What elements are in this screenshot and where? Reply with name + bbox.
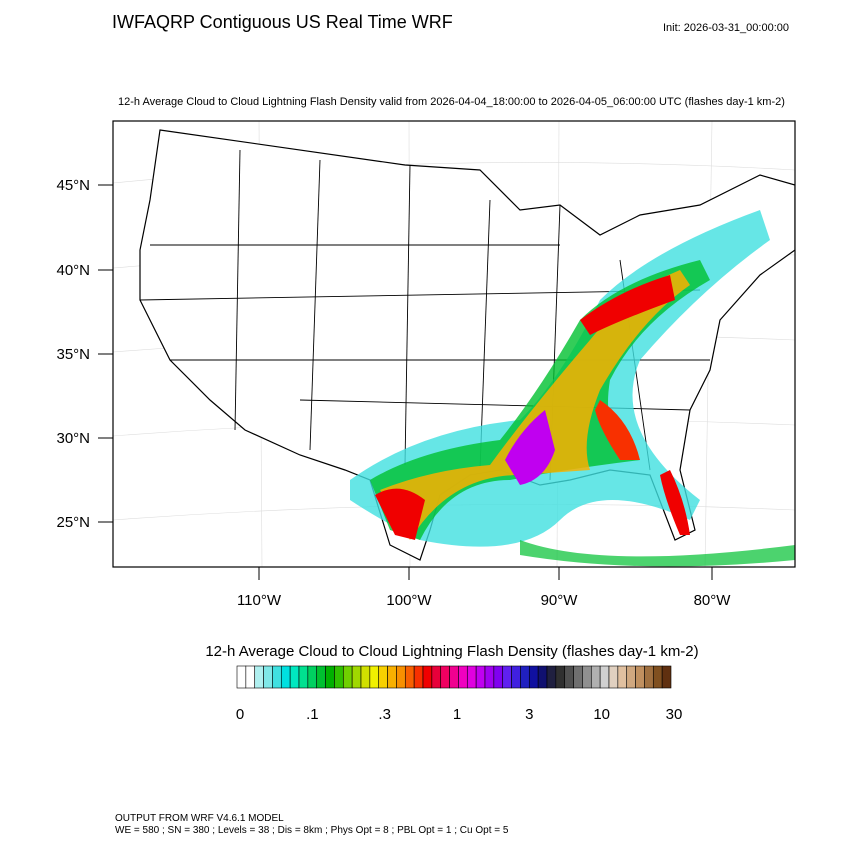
colorbar-box bbox=[520, 665, 530, 689]
colorbar-box bbox=[307, 665, 318, 689]
colorbar-box bbox=[608, 665, 619, 689]
title: IWFAQRP Contiguous US Real Time WRF bbox=[112, 12, 453, 32]
colorbar-box bbox=[511, 665, 521, 689]
colorbar-box bbox=[449, 665, 459, 689]
colorbar-box bbox=[413, 665, 424, 689]
lon-label: 80°W bbox=[694, 592, 732, 609]
colorbar-box bbox=[475, 665, 486, 689]
lat-label: 45°N bbox=[56, 177, 90, 194]
lat-label: 25°N bbox=[56, 514, 90, 531]
colorbar-box bbox=[272, 665, 282, 689]
colorbar-box bbox=[546, 665, 557, 689]
colorbar-box bbox=[422, 665, 433, 689]
colorbar-label: 1 bbox=[453, 706, 461, 723]
colorbar-box bbox=[236, 665, 247, 689]
colorbar-box bbox=[325, 665, 335, 689]
colorbar-box bbox=[617, 665, 628, 689]
lon-label: 90°W bbox=[541, 592, 579, 609]
lat-label: 40°N bbox=[56, 262, 90, 279]
colorbar-box bbox=[661, 665, 672, 689]
colorbar-box bbox=[458, 665, 468, 689]
colorbar-box bbox=[404, 665, 415, 689]
colorbar-box bbox=[635, 665, 645, 689]
colorbar-box bbox=[369, 665, 380, 689]
colorbar-box bbox=[254, 665, 264, 689]
colorbar-box bbox=[599, 665, 610, 689]
colorbar-box bbox=[298, 665, 309, 689]
colorbar-box bbox=[431, 665, 442, 689]
lat-label: 35°N bbox=[56, 346, 90, 363]
colorbar-box bbox=[582, 665, 592, 689]
colorbar-box bbox=[263, 665, 273, 689]
footer-line: WE = 580 ; SN = 380 ; Levels = 38 ; Dis … bbox=[115, 825, 509, 836]
footer-line: OUTPUT FROM WRF V4.6.1 MODEL bbox=[115, 813, 284, 824]
colorbar-box bbox=[652, 665, 663, 689]
colorbar-box bbox=[626, 665, 636, 689]
colorbar-title: 12-h Average Cloud to Cloud Lightning Fl… bbox=[205, 643, 698, 660]
lon-label: 100°W bbox=[386, 592, 432, 609]
colorbar-box bbox=[396, 665, 406, 689]
colorbar-label: .3 bbox=[378, 706, 391, 723]
colorbar-box bbox=[502, 665, 512, 689]
colorbar-label: 10 bbox=[593, 706, 610, 723]
colorbar-box bbox=[573, 665, 583, 689]
colorbar-box bbox=[528, 665, 539, 689]
colorbar-box bbox=[378, 665, 388, 689]
colorbar-box bbox=[484, 665, 495, 689]
colorbar-box bbox=[466, 665, 477, 689]
colorbar-box bbox=[440, 665, 450, 689]
lat-label: 30°N bbox=[56, 430, 90, 447]
colorbar-label: 3 bbox=[525, 706, 533, 723]
colorbar-box bbox=[351, 665, 362, 689]
colorbar-label: 0 bbox=[236, 706, 244, 723]
colorbar-box bbox=[316, 665, 326, 689]
init-time: Init: 2026-03-31_00:00:00 bbox=[663, 22, 789, 34]
colorbar-box bbox=[493, 665, 504, 689]
colorbar-box bbox=[245, 665, 256, 689]
map bbox=[112, 120, 796, 568]
colorbar-label: .1 bbox=[306, 706, 319, 723]
colorbar-box bbox=[360, 665, 371, 689]
colorbar-box bbox=[342, 665, 353, 689]
colorbar-box bbox=[537, 665, 548, 689]
colorbar-box bbox=[644, 665, 654, 689]
colorbar-box bbox=[590, 665, 601, 689]
lon-label: 110°W bbox=[237, 592, 282, 609]
colorbar-box bbox=[555, 665, 566, 689]
colorbar-box bbox=[280, 665, 291, 689]
colorbar-box bbox=[289, 665, 300, 689]
subtitle: 12-h Average Cloud to Cloud Lightning Fl… bbox=[118, 96, 785, 108]
colorbar-label: 30 bbox=[666, 706, 683, 723]
colorbar-box bbox=[387, 665, 397, 689]
lightning-field bbox=[350, 210, 795, 567]
colorbar-box bbox=[564, 665, 574, 689]
colorbar-box bbox=[334, 665, 344, 689]
